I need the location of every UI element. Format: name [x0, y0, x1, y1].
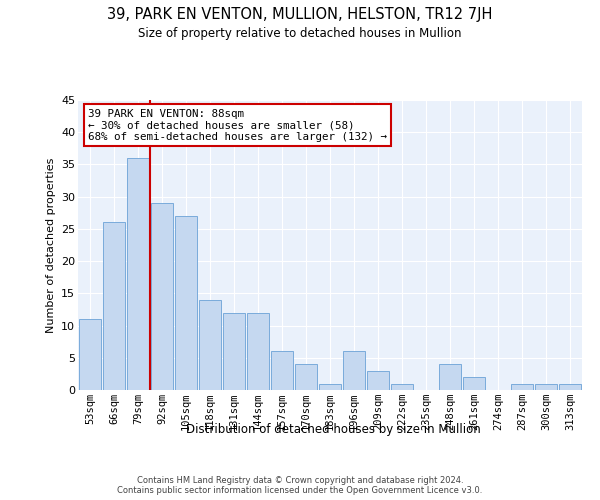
- Bar: [391, 384, 413, 390]
- Bar: [367, 370, 389, 390]
- Text: 39 PARK EN VENTON: 88sqm
← 30% of detached houses are smaller (58)
68% of semi-d: 39 PARK EN VENTON: 88sqm ← 30% of detach…: [88, 108, 387, 142]
- Y-axis label: Number of detached properties: Number of detached properties: [46, 158, 56, 332]
- Bar: [271, 352, 293, 390]
- Text: Size of property relative to detached houses in Mullion: Size of property relative to detached ho…: [138, 28, 462, 40]
- Bar: [127, 158, 149, 390]
- Bar: [463, 377, 485, 390]
- Bar: [175, 216, 197, 390]
- Text: Contains HM Land Registry data © Crown copyright and database right 2024.
Contai: Contains HM Land Registry data © Crown c…: [118, 476, 482, 495]
- Bar: [535, 384, 557, 390]
- Bar: [247, 312, 269, 390]
- Bar: [439, 364, 461, 390]
- Bar: [103, 222, 125, 390]
- Bar: [559, 384, 581, 390]
- Bar: [319, 384, 341, 390]
- Bar: [511, 384, 533, 390]
- Bar: [79, 319, 101, 390]
- Bar: [223, 312, 245, 390]
- Text: 39, PARK EN VENTON, MULLION, HELSTON, TR12 7JH: 39, PARK EN VENTON, MULLION, HELSTON, TR…: [107, 8, 493, 22]
- Bar: [199, 300, 221, 390]
- Bar: [343, 352, 365, 390]
- Bar: [151, 203, 173, 390]
- Text: Distribution of detached houses by size in Mullion: Distribution of detached houses by size …: [185, 422, 481, 436]
- Bar: [295, 364, 317, 390]
